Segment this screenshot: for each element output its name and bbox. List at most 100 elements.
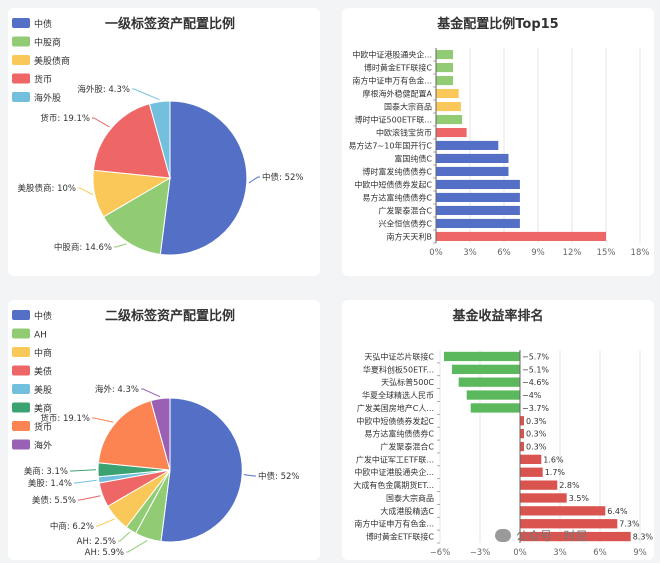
y-category-label: 南方天天利B <box>387 232 433 242</box>
y-category-label: 天弘标普500C <box>381 377 434 387</box>
bar <box>436 76 453 86</box>
y-category-label: 博时黄金ETF联接C <box>364 63 433 73</box>
legend-swatch <box>12 328 30 339</box>
y-category-label: 兴全恒信债券C <box>378 219 432 229</box>
legend-label: 中债 <box>34 310 52 322</box>
data-label: −4.6% <box>522 378 549 387</box>
pie-slice <box>102 177 171 255</box>
y-category-label: 广发美国房地产C人... <box>357 403 434 413</box>
y-category-label: 中欧中证港股通央企... <box>354 467 434 477</box>
y-category-label: 南方中证申万有色金... <box>354 519 434 529</box>
data-label: AH: 5.9% <box>85 548 124 558</box>
y-category-label: 博时富发纯债债券C <box>362 167 432 177</box>
data-label: 中股商: 14.6% <box>54 242 112 253</box>
legend-swatch <box>12 36 30 47</box>
bar <box>436 140 499 150</box>
bar <box>520 429 524 439</box>
chart-title: 一级标签资产配置比例 <box>105 16 235 32</box>
data-label: 中债: 52% <box>258 471 299 482</box>
data-label: 美股债商: 10% <box>18 183 76 194</box>
watermark-text: 公众号 · 时尼 <box>516 529 588 543</box>
bar <box>452 364 520 374</box>
data-label: 美债: 5.5% <box>32 495 76 506</box>
bar <box>520 480 558 490</box>
bar <box>520 493 567 503</box>
legend-swatch <box>12 402 30 413</box>
legend-swatch <box>12 439 30 450</box>
legend-label: 货币 <box>34 421 52 433</box>
pie-slice <box>148 100 171 179</box>
bar <box>436 231 606 241</box>
legend-label: 中股商 <box>34 37 61 49</box>
legend-swatch <box>12 310 30 320</box>
label-leader-line <box>78 495 101 501</box>
data-label: −4% <box>522 391 542 400</box>
x-tick-label: 3% <box>553 548 567 558</box>
label-leader-line <box>96 518 115 527</box>
label-leader-line <box>70 469 97 472</box>
data-label: 1.7% <box>545 468 566 477</box>
bar <box>520 416 524 426</box>
chart-panel-level2-allocation: 二级标签资产配置比例 中债 AH 中商 美债 美股 美商 货币 海外 中债: 52% AH: 5.9… <box>8 300 320 560</box>
bar <box>436 166 509 176</box>
bar <box>466 390 520 400</box>
x-tick-label: 9% <box>531 248 545 258</box>
label-leader-line <box>118 531 131 542</box>
label-leader-line <box>126 539 148 553</box>
label-leader-line <box>248 176 260 184</box>
x-tick-label: 3% <box>463 248 477 258</box>
data-label: 海外: 4.3% <box>95 384 139 395</box>
watermark: 公众号 · 时尼 <box>495 527 587 544</box>
data-label: 海外股: 4.3% <box>77 84 130 95</box>
chart-title: 基金收益率排名 <box>451 308 543 324</box>
data-label: 货币: 19.1% <box>40 413 90 424</box>
chart-title: 基金配置比例Top15 <box>436 16 558 32</box>
bar <box>470 403 520 413</box>
data-label: 货币: 19.1% <box>40 113 90 124</box>
legend-label: 中债 <box>34 18 52 30</box>
bar <box>436 153 509 163</box>
y-category-label: 广发中证军工ETF联... <box>356 454 434 464</box>
legend-label: 海外股 <box>34 92 61 104</box>
data-label: 3.5% <box>569 494 590 503</box>
data-label: −3.7% <box>522 404 549 413</box>
y-category-label: 国泰大宗商品 <box>384 102 432 112</box>
legend-label: 美商 <box>34 403 52 415</box>
bar <box>520 531 631 542</box>
y-category-label: 中欧中短债债券发起C <box>354 180 432 190</box>
data-label: 中债: 52% <box>262 172 303 183</box>
x-tick-label: −3% <box>470 548 491 558</box>
legend-label: 货币 <box>34 74 52 86</box>
y-category-label: 华夏全球精选人民币 <box>362 390 434 400</box>
y-category-label: 中欧中短债债券发起C <box>356 416 434 426</box>
chart-panel-level1-allocation: 一级标签资产配置比例 中债 中股商 美股债商 货币 海外股 中债: 52% 中股商: 14.6… <box>8 8 320 276</box>
legend-swatch <box>12 73 30 84</box>
chart-panel-top15-allocation: 基金配置比例Top15 0% 3% 6% 9% 12% 15% 18% 中欧中证港股通央企...… <box>342 8 654 276</box>
pie-slice <box>150 397 171 471</box>
bar <box>436 102 461 112</box>
data-label: 8.3% <box>633 533 654 542</box>
bar <box>520 519 618 529</box>
data-label: 7.3% <box>619 520 640 529</box>
legend-label: 中商 <box>34 347 52 359</box>
label-leader-line <box>141 388 161 398</box>
y-category-label: 中欧中证港股通央企... <box>352 50 432 60</box>
x-tick-label: −6% <box>430 548 451 558</box>
data-label: −5.1% <box>522 365 549 374</box>
label-leader-line <box>243 474 256 477</box>
pie-slice <box>160 397 243 543</box>
x-tick-label: 0% <box>513 548 527 558</box>
y-category-label: 摩根海外稳健配置A <box>363 89 433 99</box>
y-category-label: 华夏科创板50ETF... <box>363 364 434 374</box>
bar <box>444 351 520 362</box>
label-leader-line <box>132 88 160 101</box>
chart-title: 二级标签资产配置比例 <box>105 308 235 324</box>
bar-chart-top15: 基金配置比例Top15 0% 3% 6% 9% 12% 15% 18% 中欧中证港股通央企...… <box>348 16 649 258</box>
bar <box>520 467 543 477</box>
data-label: 美股: 1.4% <box>28 478 72 489</box>
y-category-label: 南方中证申万有色金... <box>352 76 432 86</box>
data-label: 6.4% <box>607 507 628 516</box>
y-category-label: 博时黄金ETF联接C <box>366 532 435 542</box>
bar <box>436 128 467 138</box>
